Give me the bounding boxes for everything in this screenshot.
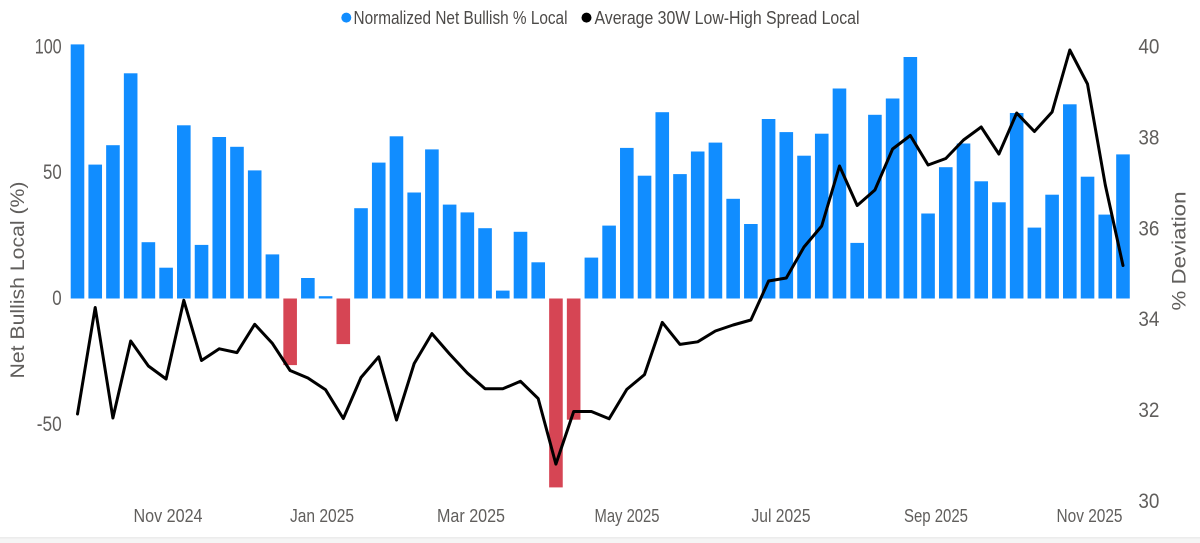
svg-text:Jan 2025: Jan 2025 [290, 506, 354, 526]
svg-text:40: 40 [1138, 35, 1159, 58]
svg-text:50: 50 [43, 161, 62, 184]
svg-text:Normalized Net Bullish % Local: Normalized Net Bullish % Local [354, 8, 568, 28]
svg-text:Nov 2025: Nov 2025 [1057, 506, 1123, 526]
svg-text:Mar 2025: Mar 2025 [437, 506, 505, 526]
svg-text:34: 34 [1138, 308, 1159, 331]
svg-text:0: 0 [52, 287, 61, 310]
svg-text:30: 30 [1138, 490, 1159, 513]
svg-text:Jul 2025: Jul 2025 [752, 506, 811, 526]
svg-text:Sep 2025: Sep 2025 [904, 506, 968, 526]
svg-text:-50: -50 [37, 413, 62, 436]
svg-text:Nov 2024: Nov 2024 [134, 506, 203, 526]
svg-text:May 2025: May 2025 [595, 506, 660, 526]
svg-text:36: 36 [1138, 217, 1159, 240]
svg-text:38: 38 [1138, 126, 1159, 149]
svg-text:% Deviation: % Deviation [1170, 192, 1191, 311]
svg-text:Net Bullish Local (%): Net Bullish Local (%) [8, 182, 29, 379]
svg-text:Average 30W Low-High Spread Lo: Average 30W Low-High Spread Local [595, 8, 860, 28]
svg-text:32: 32 [1138, 399, 1159, 422]
svg-text:100: 100 [35, 35, 62, 58]
